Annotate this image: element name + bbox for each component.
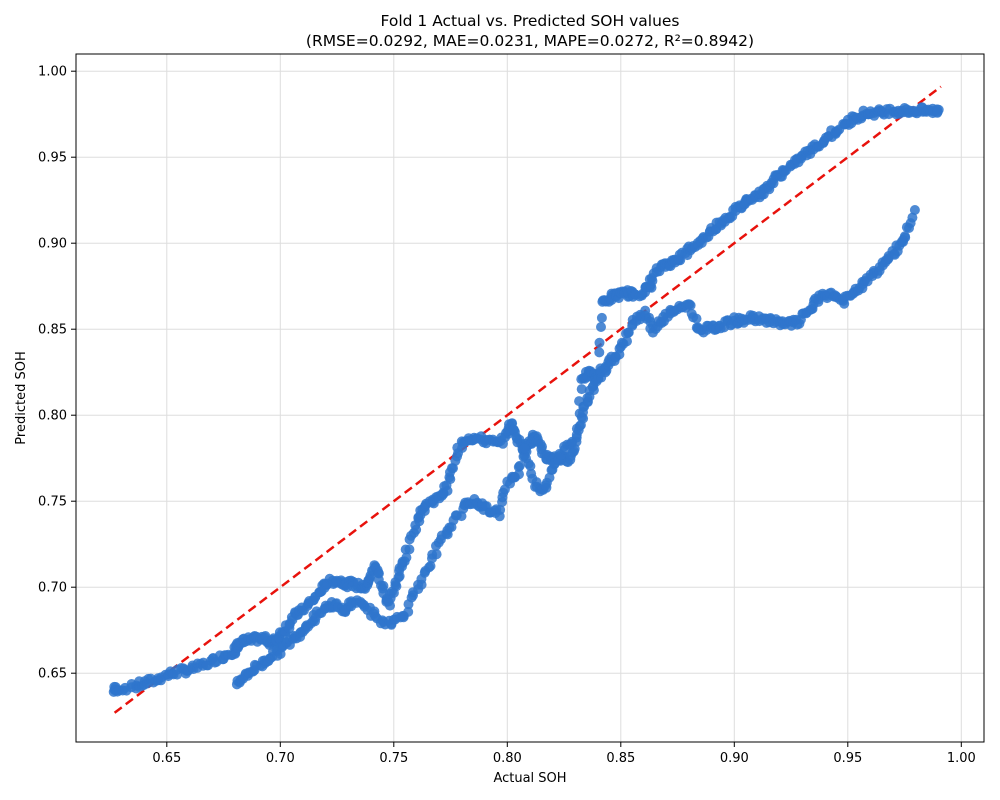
scatter-point [576, 384, 587, 395]
scatter-point [544, 472, 555, 483]
y-tick-label: 0.70 [38, 581, 67, 596]
scatter-point [495, 504, 506, 515]
y-tick-label: 0.90 [38, 237, 67, 252]
ideal-fit-line [113, 85, 942, 714]
plot-frame [75, 53, 985, 743]
x-tick-label: 1.00 [947, 751, 976, 766]
scatter-point [691, 313, 702, 324]
x-tick-label: 0.65 [152, 751, 181, 766]
x-axis-label: Actual SOH [493, 771, 566, 786]
scatter-point [594, 337, 605, 348]
scatter-point [403, 606, 414, 617]
scatter-point [900, 232, 911, 243]
y-tick-label: 0.95 [38, 151, 67, 166]
x-tick-label: 0.95 [833, 751, 862, 766]
scatter-point [404, 544, 415, 555]
scatter-point [909, 205, 920, 215]
x-tick-label: 0.70 [266, 751, 295, 766]
grid [76, 54, 984, 742]
scatter-point [932, 106, 943, 117]
chart-subtitle: (RMSE=0.0292, MAE=0.0231, MAPE=0.0272, R… [306, 32, 754, 50]
y-tick-label: 0.75 [38, 495, 67, 510]
points-layer [108, 102, 944, 697]
y-tick-label: 0.65 [38, 667, 67, 682]
x-tick-label: 0.75 [379, 751, 408, 766]
y-axis-label: Predicted SOH [14, 351, 29, 444]
y-tick-label: 1.00 [38, 65, 67, 80]
scatter-point [594, 347, 605, 358]
x-tick-label: 0.85 [606, 751, 635, 766]
scatter-point [514, 469, 524, 480]
scatter-point [525, 461, 536, 471]
x-tick-label: 0.80 [493, 751, 522, 766]
scatter-point [425, 561, 436, 571]
y-tick-label: 0.80 [38, 409, 67, 424]
scatter-point [401, 552, 412, 563]
scatter-point [596, 312, 607, 323]
chart-title: Fold 1 Actual vs. Predicted SOH values [380, 12, 679, 30]
scatter-point [647, 275, 658, 286]
scatter-point [596, 322, 606, 332]
scatter-point [622, 336, 632, 347]
axes: 0.65 0.70 0.75 0.80 0.85 0.90 0.95 1.00 0.65 0.70… [38, 65, 976, 766]
y-tick-label: 0.85 [38, 323, 67, 338]
x-tick-label: 0.90 [720, 751, 749, 766]
reference-line-layer [113, 85, 942, 714]
scatter-point [685, 300, 696, 311]
scatter-point [431, 549, 442, 560]
scatter-point [514, 460, 525, 471]
scatter-point [519, 443, 530, 454]
scatter-point [907, 212, 918, 223]
